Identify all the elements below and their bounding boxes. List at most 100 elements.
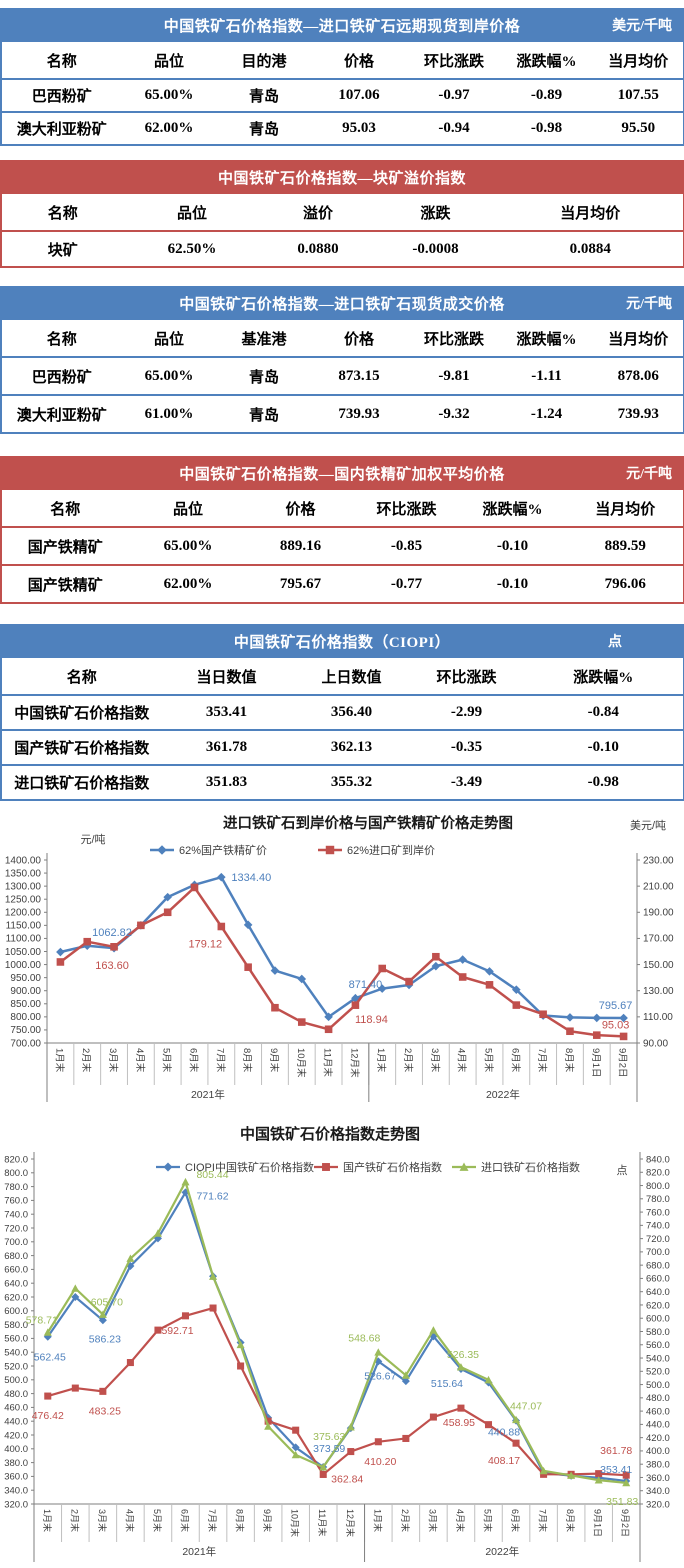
cell: -0.97 [407, 79, 502, 112]
cell: -0.94 [407, 112, 502, 145]
svg-text:458.95: 458.95 [443, 1417, 475, 1429]
cell: 65.00% [122, 357, 217, 395]
col-header: 环比涨跌 [407, 42, 502, 79]
svg-text:9月2日: 9月2日 [617, 1048, 628, 1078]
svg-text:6月末: 6月末 [510, 1509, 521, 1532]
svg-text:795.67: 795.67 [599, 1000, 633, 1012]
svg-text:点: 点 [617, 1164, 628, 1177]
svg-text:1400.00: 1400.00 [5, 855, 42, 866]
svg-text:480.0: 480.0 [4, 1389, 28, 1400]
legend: CIOPI中国铁矿石价格指数国产铁矿石价格指数进口铁矿石价格指数 [156, 1160, 580, 1174]
cell: 796.06 [566, 565, 684, 603]
col-header: 上日数值 [292, 658, 412, 695]
svg-text:520.0: 520.0 [646, 1367, 670, 1378]
axes: 点320.0340.0360.0380.0400.0420.0440.0460.… [4, 1152, 670, 1510]
cell: 107.06 [312, 79, 407, 112]
svg-text:11月末: 11月末 [322, 1048, 334, 1077]
col-header: 当月均价 [592, 320, 684, 357]
svg-text:400.0: 400.0 [4, 1444, 28, 1455]
col-header: 当月均价 [496, 194, 684, 231]
svg-text:820.0: 820.0 [4, 1154, 28, 1165]
svg-text:526.67: 526.67 [364, 1370, 396, 1382]
svg-text:620.0: 620.0 [646, 1300, 670, 1311]
svg-text:780.0: 780.0 [4, 1182, 28, 1193]
cell: 中国铁矿石价格指数 [2, 695, 162, 730]
cell: 青岛 [217, 395, 312, 433]
svg-text:410.20: 410.20 [364, 1456, 396, 1468]
svg-text:680.0: 680.0 [646, 1260, 670, 1271]
svg-text:1200.00: 1200.00 [5, 908, 42, 919]
svg-text:7月末: 7月末 [207, 1509, 218, 1532]
svg-text:6月末: 6月末 [188, 1048, 200, 1073]
svg-text:420.0: 420.0 [4, 1430, 28, 1441]
table-row: 澳大利亚粉矿 61.00% 青岛 739.93 -9.32 -1.24 739.… [2, 395, 684, 433]
svg-text:950.00: 950.00 [10, 973, 41, 984]
svg-text:CIOPI中国铁矿石价格指数: CIOPI中国铁矿石价格指数 [185, 1160, 314, 1174]
svg-text:500.0: 500.0 [4, 1375, 28, 1386]
cell: -3.49 [412, 765, 522, 800]
data-labels: 562.45586.23771.62373.59526.67515.64440.… [26, 1169, 639, 1508]
svg-text:420.0: 420.0 [646, 1433, 670, 1444]
cell: 0.0880 [261, 231, 376, 267]
svg-text:460.0: 460.0 [646, 1406, 670, 1417]
cell: 889.16 [248, 527, 354, 565]
svg-text:9月末: 9月末 [268, 1048, 280, 1073]
svg-text:2022年: 2022年 [485, 1545, 519, 1558]
svg-text:560.0: 560.0 [646, 1340, 670, 1351]
cell: 青岛 [217, 357, 312, 395]
svg-text:1150.00: 1150.00 [6, 921, 42, 932]
svg-text:2月末: 2月末 [69, 1509, 80, 1532]
svg-text:2021年: 2021年 [182, 1545, 216, 1558]
svg-text:480.0: 480.0 [646, 1393, 670, 1404]
svg-text:620.0: 620.0 [4, 1292, 28, 1303]
table-title-bar: 中国铁矿石价格指数—国内铁精矿加权平均价格 元/千吨 [0, 456, 684, 490]
svg-text:中国铁矿石价格指数走势图: 中国铁矿石价格指数走势图 [240, 1125, 420, 1143]
col-header: 环比涨跌 [354, 490, 460, 527]
cell: 361.78 [162, 730, 292, 765]
domestic-concentrate-price-table: 名称 品位 价格 环比涨跌 涨跌幅% 当月均价 国产铁精矿 65.00% 889… [1, 490, 684, 604]
col-header: 名称 [2, 194, 124, 231]
svg-text:5月末: 5月末 [152, 1509, 163, 1532]
svg-text:62%进口矿到岸价: 62%进口矿到岸价 [347, 844, 435, 857]
svg-text:353.41: 353.41 [600, 1464, 632, 1476]
svg-text:578.71: 578.71 [26, 1314, 58, 1326]
col-header: 价格 [312, 320, 407, 357]
table-row: 澳大利亚粉矿 62.00% 青岛 95.03 -0.94 -0.98 95.50 [2, 112, 684, 145]
cell: 国产铁精矿 [2, 565, 129, 603]
table-row: 巴西粉矿 65.00% 青岛 107.06 -0.97 -0.89 107.55 [2, 79, 684, 112]
svg-text:548.68: 548.68 [348, 1332, 380, 1344]
table-title-bar: 中国铁矿石价格指数—进口铁矿石现货成交价格 元/千吨 [0, 286, 684, 320]
cell: -0.98 [522, 765, 684, 800]
svg-text:380.0: 380.0 [4, 1458, 28, 1469]
spot-transaction-price-table: 名称 品位 基准港 价格 环比涨跌 涨跌幅% 当月均价 巴西粉矿 65.00% … [1, 320, 684, 434]
svg-text:1062.82: 1062.82 [92, 927, 132, 939]
cell: -9.81 [407, 357, 502, 395]
svg-text:800.0: 800.0 [4, 1168, 28, 1179]
svg-text:580.0: 580.0 [4, 1320, 28, 1331]
svg-text:美元/吨: 美元/吨 [630, 819, 666, 832]
svg-text:3月末: 3月末 [97, 1509, 108, 1532]
table-row: 巴西粉矿 65.00% 青岛 873.15 -9.81 -1.11 878.06 [2, 357, 684, 395]
svg-text:1334.40: 1334.40 [231, 872, 271, 884]
cell: 873.15 [312, 357, 407, 395]
cell: 878.06 [592, 357, 684, 395]
cell: 青岛 [217, 112, 312, 145]
cell: 巴西粉矿 [2, 357, 122, 395]
svg-text:820.0: 820.0 [646, 1168, 670, 1179]
cell: 95.03 [312, 112, 407, 145]
svg-text:5月末: 5月末 [483, 1509, 494, 1532]
svg-text:1月末: 1月末 [375, 1048, 387, 1073]
svg-text:150.00: 150.00 [643, 960, 674, 971]
svg-text:2月末: 2月末 [402, 1048, 414, 1073]
svg-text:720.0: 720.0 [646, 1234, 670, 1245]
svg-text:740.0: 740.0 [646, 1221, 670, 1232]
col-header: 溢价 [261, 194, 376, 231]
cell: 62.00% [122, 112, 217, 145]
cell: 0.0884 [496, 231, 684, 267]
table-block-spot-transaction-price: 中国铁矿石价格指数—进口铁矿石现货成交价格 元/千吨 名称 品位 基准港 价格 … [0, 286, 684, 434]
svg-text:373.59: 373.59 [313, 1443, 345, 1455]
col-header: 名称 [2, 320, 122, 357]
svg-text:447.07: 447.07 [510, 1401, 542, 1413]
svg-text:1100.00: 1100.00 [6, 934, 42, 945]
